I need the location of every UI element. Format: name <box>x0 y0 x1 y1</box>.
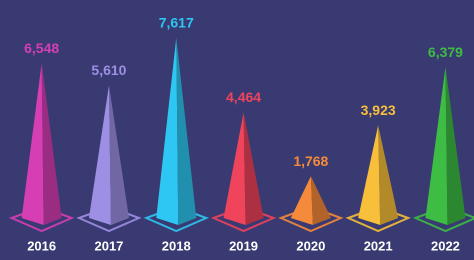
value-label: 6,379 <box>428 44 463 60</box>
page: 6,548 2016 5,610 2017 7,617 2018 4,464 2019 1,76… <box>0 0 474 260</box>
value-label: 3,923 <box>361 102 396 118</box>
x-tick-label: 2018 <box>162 238 191 253</box>
x-tick-label: 2017 <box>94 238 123 253</box>
value-label: 7,617 <box>159 15 194 31</box>
x-tick-label: 2020 <box>296 238 325 253</box>
x-tick-label: 2019 <box>229 238 258 253</box>
x-tick-label: 2016 <box>27 238 56 253</box>
value-label: 4,464 <box>226 89 261 105</box>
x-tick-label: 2021 <box>364 238 393 253</box>
x-tick-label: 2022 <box>431 238 460 253</box>
chart: 6,548 2016 5,610 2017 7,617 2018 4,464 2019 1,76… <box>0 0 474 260</box>
value-label: 6,548 <box>24 40 59 56</box>
value-label: 5,610 <box>91 62 126 78</box>
value-label: 1,768 <box>293 153 328 169</box>
